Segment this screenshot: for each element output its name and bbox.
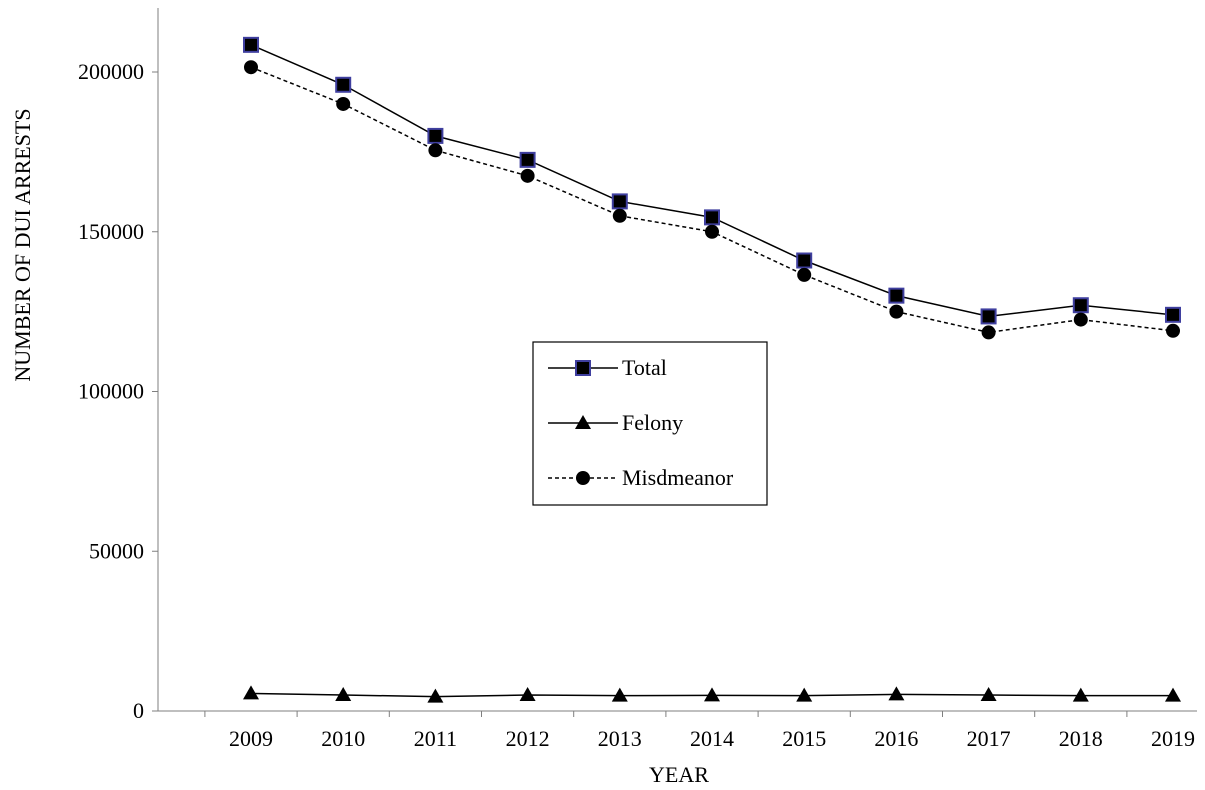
square-marker xyxy=(243,36,259,53)
data-point xyxy=(1166,323,1180,338)
series-misdmeanor xyxy=(244,60,1180,340)
data-point xyxy=(797,267,812,282)
square-marker xyxy=(980,308,997,325)
x-tick-label: 2011 xyxy=(414,726,457,751)
square-marker xyxy=(704,209,720,226)
x-axis-title: YEAR xyxy=(649,762,709,787)
y-tick-label: 150000 xyxy=(78,219,144,244)
data-point xyxy=(335,76,352,93)
data-point xyxy=(336,96,351,111)
data-point xyxy=(428,143,443,158)
legend-label: Misdmeanor xyxy=(622,465,734,490)
axes: 0 50000 100000 150000 200000 2009 2010 2011 2012… xyxy=(78,8,1197,751)
data-point xyxy=(520,168,535,183)
data-point xyxy=(1165,306,1181,323)
square-marker xyxy=(611,193,628,210)
data-point xyxy=(427,688,444,703)
x-tick-label: 2018 xyxy=(1059,726,1103,751)
square-marker xyxy=(427,127,444,144)
data-point xyxy=(335,687,352,702)
data-point xyxy=(889,304,904,319)
data-point xyxy=(1073,312,1088,327)
data-point xyxy=(611,193,628,210)
data-point xyxy=(796,252,813,269)
square-marker xyxy=(335,76,352,93)
data-point xyxy=(1165,687,1181,702)
square-marker xyxy=(575,360,591,376)
square-marker xyxy=(1165,306,1181,323)
data-point xyxy=(612,208,627,223)
data-point xyxy=(888,287,905,304)
data-point xyxy=(980,308,997,325)
legend-label: Total xyxy=(622,355,667,380)
series-felony xyxy=(243,685,1181,703)
data-point xyxy=(575,360,591,376)
x-tick-label: 2016 xyxy=(874,726,918,751)
data-point xyxy=(575,415,591,429)
x-tick-label: 2010 xyxy=(321,726,365,751)
data-point xyxy=(519,687,536,702)
legend: Total Felony Misdmeanor xyxy=(532,341,768,506)
data-point xyxy=(244,60,258,75)
series-line xyxy=(250,66,1174,334)
data-point xyxy=(705,224,719,239)
data-point xyxy=(427,127,444,144)
x-tick-label: 2009 xyxy=(229,726,273,751)
data-point xyxy=(888,686,905,701)
legend-label: Felony xyxy=(622,410,683,435)
y-tick-label: 200000 xyxy=(78,59,144,84)
data-point xyxy=(519,151,536,168)
y-tick-label: 50000 xyxy=(89,538,144,563)
y-tick-label: 100000 xyxy=(78,379,144,404)
data-point xyxy=(1072,297,1089,314)
series-total xyxy=(243,36,1181,325)
y-axis-title: NUMBER OF DUI ARRESTS xyxy=(10,108,35,381)
x-tick-label: 2019 xyxy=(1151,726,1195,751)
x-tick-label: 2014 xyxy=(690,726,734,751)
x-tick-label: 2015 xyxy=(782,726,826,751)
data-point xyxy=(704,209,720,226)
data-point xyxy=(243,36,259,53)
data-point xyxy=(796,687,813,702)
data-point xyxy=(704,687,720,702)
data-point xyxy=(611,687,628,702)
square-marker xyxy=(1072,297,1089,314)
data-point xyxy=(243,685,259,700)
series-layer xyxy=(243,36,1181,703)
square-marker xyxy=(796,252,813,269)
y-tick-label: 0 xyxy=(133,698,144,723)
data-point xyxy=(980,687,997,702)
data-point xyxy=(981,325,996,340)
x-tick-label: 2013 xyxy=(598,726,642,751)
data-point xyxy=(576,471,590,485)
data-point xyxy=(1072,687,1089,702)
square-marker xyxy=(888,287,905,304)
x-tick-label: 2017 xyxy=(967,726,1011,751)
series-line xyxy=(250,44,1174,318)
square-marker xyxy=(519,151,536,168)
x-tick-label: 2012 xyxy=(506,726,550,751)
